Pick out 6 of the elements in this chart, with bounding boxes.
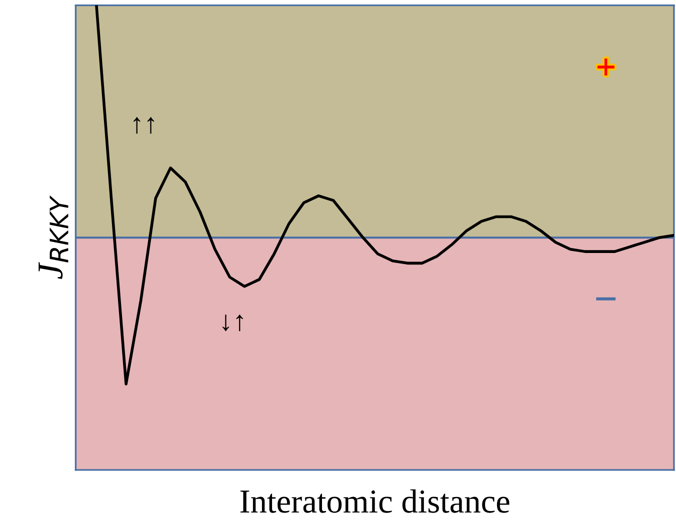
annotation: ↑↑ bbox=[134, 117, 154, 134]
annotation: − bbox=[596, 297, 616, 300]
y-axis-title: J$_{RKKY}$ bbox=[38, 195, 68, 279]
annotation: + bbox=[597, 58, 614, 76]
annotation: ↓↑ bbox=[222, 314, 243, 332]
x-axis-title: Interatomic distance bbox=[240, 489, 510, 513]
